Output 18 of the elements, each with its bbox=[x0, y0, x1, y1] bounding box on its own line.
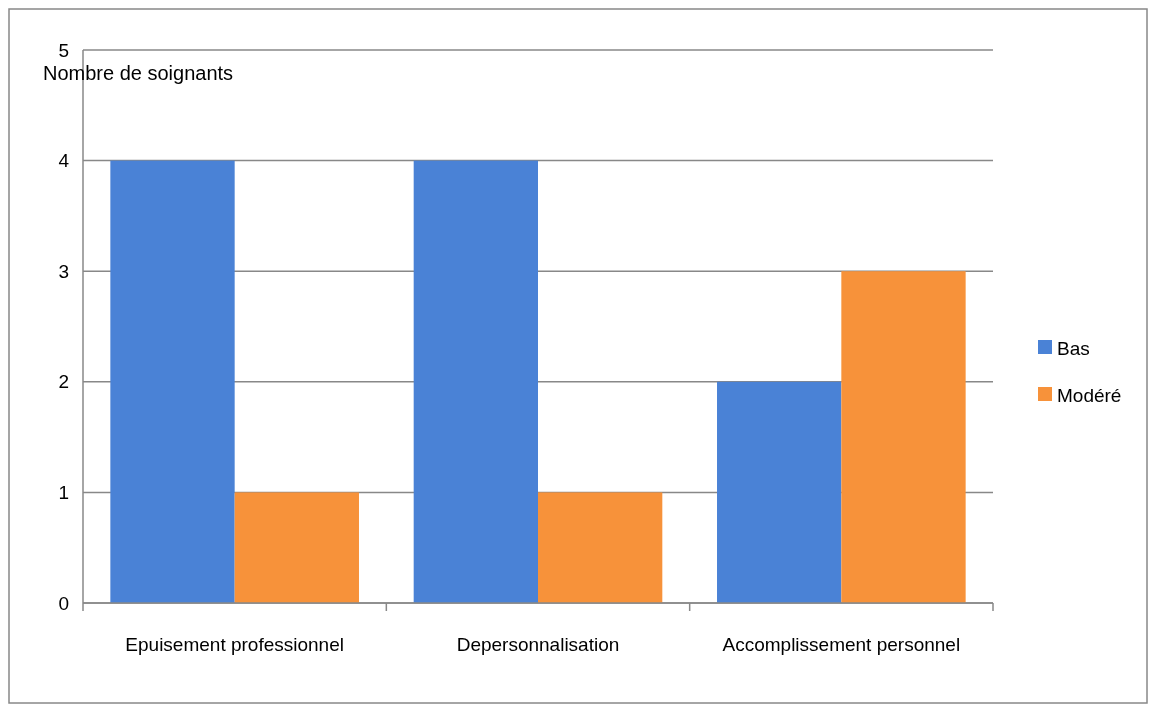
y-tick-label: 0 bbox=[58, 592, 69, 614]
x-tick-label: Epuisement professionnel bbox=[125, 634, 344, 655]
y-tick-label: 4 bbox=[58, 150, 70, 172]
bar bbox=[110, 160, 235, 603]
y-tick-label: 1 bbox=[58, 482, 69, 504]
bar bbox=[841, 271, 966, 603]
y-tick-label: 2 bbox=[58, 371, 69, 393]
bar bbox=[413, 160, 538, 603]
legend-label: Modéré bbox=[1057, 384, 1122, 406]
y-axis-title: Nombre de soignants bbox=[43, 62, 234, 84]
y-tick-label: 5 bbox=[58, 39, 69, 61]
x-tick-label: Depersonnalisation bbox=[456, 634, 620, 655]
y-tick-label: 3 bbox=[58, 260, 69, 282]
x-tick-label: Accomplissement personnel bbox=[722, 634, 961, 655]
bar bbox=[538, 492, 663, 603]
legend-label: Bas bbox=[1057, 337, 1090, 359]
bar bbox=[717, 381, 842, 603]
bar bbox=[234, 492, 359, 603]
